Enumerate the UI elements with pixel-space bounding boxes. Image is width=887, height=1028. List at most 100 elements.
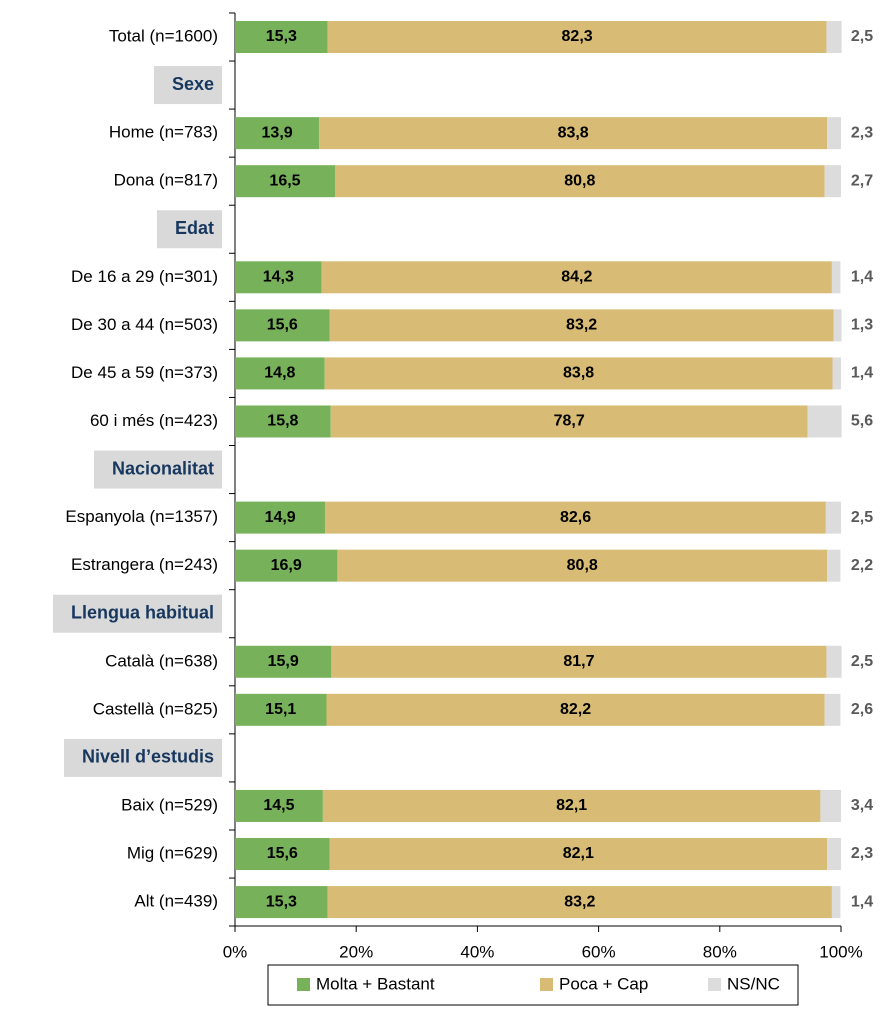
- bar-segment: [826, 645, 842, 678]
- x-tick-label: 40%: [460, 942, 494, 961]
- bar-segment: [325, 501, 826, 534]
- value-label: 2,3: [851, 124, 873, 141]
- category-label: Espanyola (n=1357): [65, 507, 218, 526]
- value-label: 84,2: [561, 269, 592, 286]
- value-label: 80,8: [567, 557, 598, 574]
- value-label: 15,9: [268, 653, 299, 670]
- legend-label: NS/NC: [727, 974, 780, 993]
- group-header: Edat: [175, 218, 214, 238]
- bar-segment: [235, 645, 332, 678]
- value-label: 83,2: [564, 893, 595, 910]
- category-label: Home (n=783): [109, 123, 218, 142]
- value-label: 13,9: [262, 124, 293, 141]
- bar-segment: [827, 117, 841, 150]
- x-tick-label: 0%: [223, 942, 248, 961]
- bar-segment: [235, 886, 328, 919]
- bar-segment: [331, 645, 827, 678]
- bar-segment: [235, 357, 325, 390]
- value-label: 82,1: [556, 797, 587, 814]
- bar-segment: [235, 261, 322, 294]
- bar-segment: [824, 693, 841, 726]
- bar-segment: [831, 886, 841, 919]
- value-label: 2,3: [851, 845, 873, 862]
- bar-segment: [326, 693, 825, 726]
- bar-segment: [832, 357, 841, 390]
- bar-segment: [820, 789, 841, 822]
- value-label: 1,3: [851, 317, 873, 334]
- value-label: 15,1: [265, 701, 296, 718]
- value-label: 5,6: [851, 413, 873, 430]
- bar-segment: [235, 838, 330, 871]
- value-label: 82,2: [560, 701, 591, 718]
- legend-swatch: [708, 978, 721, 991]
- category-label: Català (n=638): [105, 651, 218, 670]
- bar-segment: [235, 501, 326, 534]
- group-header: Nacionalitat: [112, 458, 214, 478]
- group-header-bg: [153, 66, 222, 105]
- legend-label: Poca + Cap: [559, 974, 648, 993]
- x-tick-label: 100%: [819, 942, 862, 961]
- group-header-bg: [63, 738, 222, 777]
- bar-segment: [327, 21, 827, 53]
- value-label: 82,3: [562, 28, 593, 45]
- group-header-bg: [156, 210, 222, 249]
- category-label: Mig (n=629): [127, 844, 218, 863]
- group-header-bg: [93, 450, 222, 489]
- value-label: 80,8: [564, 172, 595, 189]
- value-label: 2,6: [851, 701, 873, 718]
- category-label: Castellà (n=825): [93, 699, 218, 718]
- bar-segment: [235, 549, 338, 582]
- bar-segment: [319, 117, 828, 150]
- category-label: Alt (n=439): [134, 892, 218, 911]
- x-tick-label: 80%: [703, 942, 737, 961]
- value-label: 82,6: [560, 509, 591, 526]
- bar-segment: [235, 789, 323, 822]
- bar-segment: [322, 789, 821, 822]
- bar-segment: [807, 405, 842, 438]
- category-label: De 30 a 44 (n=503): [71, 315, 218, 334]
- bar-segment: [329, 838, 828, 871]
- value-label: 15,6: [267, 845, 298, 862]
- value-label: 82,1: [563, 845, 594, 862]
- value-label: 3,4: [851, 797, 873, 814]
- value-label: 15,3: [266, 893, 297, 910]
- x-tick-label: 60%: [582, 942, 616, 961]
- bar-segment: [831, 261, 841, 294]
- group-header-bg: [52, 594, 222, 633]
- bar-segment: [235, 21, 328, 53]
- bar-segment: [327, 886, 832, 919]
- value-label: 14,9: [265, 509, 296, 526]
- value-label: 15,8: [267, 413, 298, 430]
- value-label: 16,5: [269, 172, 300, 189]
- category-label: De 16 a 29 (n=301): [71, 267, 218, 286]
- value-label: 1,4: [851, 893, 873, 910]
- value-label: 14,5: [263, 797, 294, 814]
- group-header: Llengua habitual: [71, 602, 214, 622]
- group-header: Nivell d’estudis: [82, 747, 214, 767]
- bar-segment: [235, 117, 320, 150]
- value-label: 14,8: [264, 365, 295, 382]
- value-label: 2,5: [851, 28, 873, 45]
- bar-segment: [324, 357, 833, 390]
- value-label: 1,4: [851, 269, 873, 286]
- value-label: 2,5: [851, 653, 873, 670]
- bar-segment: [330, 405, 808, 438]
- value-label: 15,3: [266, 28, 297, 45]
- bar-segment: [334, 165, 825, 198]
- value-label: 2,2: [851, 557, 873, 574]
- value-label: 83,8: [563, 365, 594, 382]
- bar-segment: [337, 549, 828, 582]
- x-tick-label: 20%: [339, 942, 373, 961]
- legend-swatch: [297, 978, 310, 991]
- bar-segment: [329, 309, 834, 342]
- group-header: Sexe: [172, 74, 214, 94]
- value-label: 1,4: [851, 365, 873, 382]
- bar-segment: [235, 309, 330, 342]
- category-label: 60 i més (n=423): [90, 411, 218, 430]
- bar-segment: [833, 309, 842, 342]
- bar-segment: [321, 261, 832, 294]
- category-label: Dona (n=817): [114, 171, 218, 190]
- bar-segment: [824, 165, 841, 198]
- bar-segment: [235, 165, 335, 198]
